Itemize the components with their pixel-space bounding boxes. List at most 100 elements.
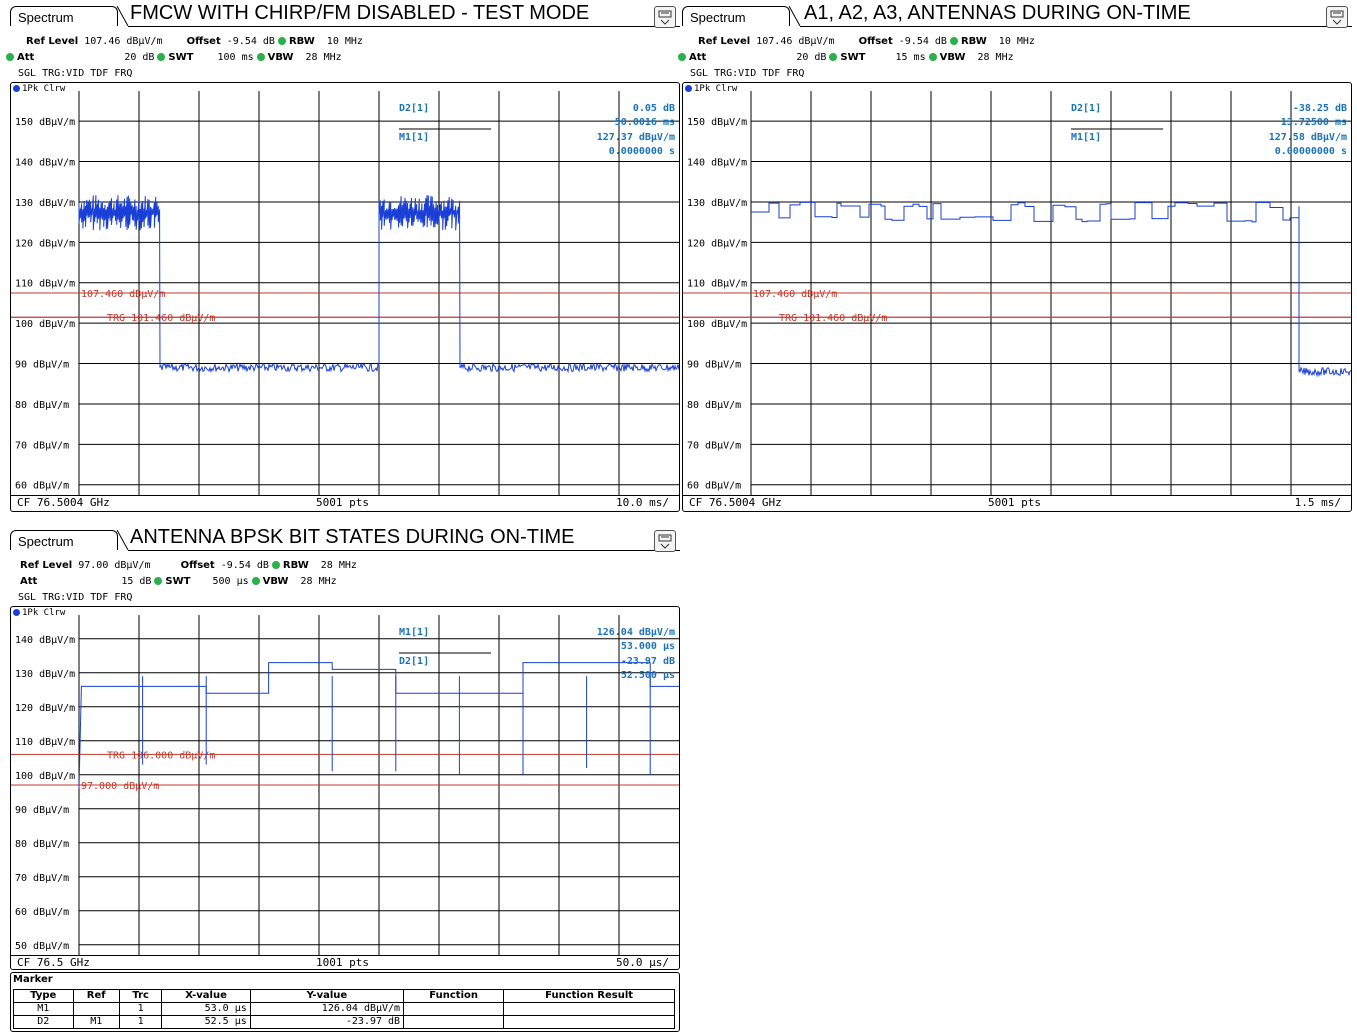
- plot-footer: CF 76.5004 GHz 5001 pts 10.0 ms/: [11, 495, 679, 510]
- table-row: M1 1 53.0 µs 126.04 dBµV/m: [13, 1002, 675, 1016]
- y-tick-label: 100 dBµV/m: [687, 319, 747, 330]
- marker-value: 0.00000000 s: [1275, 146, 1347, 157]
- y-tick-label: 80 dBµV/m: [687, 400, 741, 411]
- ref-line-label: 107.460 dBµV/m: [81, 289, 165, 300]
- panel-title: ANTENNA BPSK BIT STATES DURING ON-TIME: [130, 526, 575, 548]
- marker-table-header: Y-value: [249, 989, 405, 1003]
- y-tick-label: 60 dBµV/m: [15, 481, 69, 492]
- marker-table-cell: 1: [118, 1002, 163, 1016]
- y-tick-label: 130 dBµV/m: [687, 198, 747, 209]
- y-tick-label: 140 dBµV/m: [687, 158, 747, 169]
- ref-line-label: 107.460 dBµV/m: [753, 289, 837, 300]
- y-tick-label: 130 dBµV/m: [15, 198, 75, 209]
- marker-table-cell: 52.5 µs: [161, 1015, 251, 1029]
- y-tick-label: 110 dBµV/m: [15, 737, 75, 748]
- marker-table: Marker Type Ref Trc X-value Y-value Function F…: [10, 972, 680, 1032]
- settings-info: Ref Level 107.46 dBµV/m Offset -9.54 dB R…: [6, 34, 363, 82]
- y-tick-label: 140 dBµV/m: [15, 635, 75, 646]
- spectrum-tab[interactable]: Spectrum: [10, 530, 118, 550]
- trace-line: [78, 662, 679, 789]
- trigger-line-label: TRG 106.000 dBµV/m: [107, 750, 215, 761]
- marker-table-cell: [503, 1002, 675, 1016]
- marker-name: M1[1]: [1071, 132, 1101, 143]
- spectrum-tab[interactable]: Spectrum: [10, 6, 118, 26]
- marker-value: 0.0000000 s: [609, 146, 675, 157]
- trace-label: 1Pk Clrw: [685, 84, 737, 95]
- marker-table-cell: 1: [118, 1015, 163, 1029]
- panel-title: FMCW WITH CHIRP/FM DISABLED - TEST MODE: [130, 2, 590, 24]
- center-frequency: CF 76.5004 GHz: [17, 496, 110, 509]
- marker-table-cell: D2: [13, 1015, 74, 1029]
- y-tick-label: 120 dBµV/m: [687, 238, 747, 249]
- ref-line-label: 97.000 dBµV/m: [81, 781, 159, 792]
- point-count: 1001 pts: [316, 956, 369, 969]
- time-per-division: 10.0 ms/: [616, 496, 669, 509]
- marker-table-header: X-value: [161, 989, 251, 1003]
- y-tick-label: 70 dBµV/m: [687, 440, 741, 451]
- marker-table-header: Ref: [72, 989, 120, 1003]
- spectrum-panel-2: Spectrum A1, A2, A3, ANTENNAS DURING ON-…: [678, 0, 1352, 512]
- marker-name: D2[1]: [399, 103, 429, 114]
- y-tick-label: 90 dBµV/m: [15, 805, 69, 816]
- point-count: 5001 pts: [316, 496, 369, 509]
- plot-area[interactable]: 1Pk Clrw 150 dBµV/m 140 dBµV/m 130 dBµV/m 1…: [682, 82, 1352, 512]
- trace-line: [78, 194, 679, 374]
- keyboard-icon[interactable]: [654, 6, 676, 28]
- spectrum-panel-1: Spectrum FMCW WITH CHIRP/FM DISABLED - T…: [6, 0, 680, 512]
- marker-table-cell: 53.0 µs: [161, 1002, 251, 1016]
- trigger-line-label: TRG 101.460 dBµV/m: [779, 313, 887, 324]
- point-count: 5001 pts: [988, 496, 1041, 509]
- marker-value: -23.97 dB: [621, 656, 675, 667]
- plot-area[interactable]: 1Pk Clrw 150 dBµV/m 140 dBµV/m 130 dBµV/m 1…: [10, 82, 680, 512]
- marker-table-cell: -23.97 dB: [249, 1015, 405, 1029]
- keyboard-icon[interactable]: [654, 530, 676, 552]
- y-tick-label: 100 dBµV/m: [15, 319, 75, 330]
- marker-value: 52.500 µs: [621, 670, 675, 681]
- marker-table-header: Type: [13, 989, 74, 1003]
- trigger-line-label: TRG 101.460 dBµV/m: [107, 313, 215, 324]
- plot-footer: CF 76.5004 GHz 5001 pts 1.5 ms/: [683, 495, 1351, 510]
- y-tick-label: 110 dBµV/m: [15, 279, 75, 290]
- marker-value: 53.000 µs: [621, 641, 675, 652]
- marker-value: 127.37 dBµV/m: [597, 132, 675, 143]
- marker-table-header: Function Result: [503, 989, 675, 1003]
- marker-table-header: Function: [403, 989, 505, 1003]
- center-frequency: CF 76.5004 GHz: [689, 496, 782, 509]
- trace-dot-icon: [13, 85, 20, 92]
- settings-info: Ref Level 97.00 dBµV/m Offset -9.54 dB RB…: [16, 558, 357, 606]
- trigger-info: SGL TRG:VID TDF FRQ: [18, 592, 133, 603]
- time-per-division: 1.5 ms/: [1294, 496, 1341, 509]
- marker-value: 13.72500 ms: [1281, 117, 1347, 128]
- marker-value: 126.04 dBµV/m: [597, 627, 675, 638]
- marker-table-cell: M1: [13, 1002, 74, 1016]
- y-tick-label: 70 dBµV/m: [15, 440, 69, 451]
- marker-table-cell: [403, 1002, 505, 1016]
- y-tick-label: 150 dBµV/m: [15, 117, 75, 128]
- trace-line: [750, 201, 1351, 378]
- plot-area[interactable]: 1Pk Clrw 140 dBµV/m 130 dBµV/m 120 dBµV/m 1…: [10, 606, 680, 970]
- y-tick-label: 90 dBµV/m: [15, 360, 69, 371]
- marker-name: D2[1]: [1071, 103, 1101, 114]
- panel-title: A1, A2, A3, ANTENNAS DURING ON-TIME: [804, 2, 1191, 24]
- marker-value: -38.25 dB: [1293, 103, 1347, 114]
- marker-table-header: Trc: [118, 989, 163, 1003]
- trigger-info: SGL TRG:VID TDF FRQ: [18, 68, 133, 79]
- spectrum-tab[interactable]: Spectrum: [682, 6, 790, 26]
- marker-value: 50.0016 ms: [615, 117, 675, 128]
- y-tick-label: 110 dBµV/m: [687, 279, 747, 290]
- marker-value: 127.58 dBµV/m: [1269, 132, 1347, 143]
- marker-table-cell: M1: [72, 1015, 120, 1029]
- spectrum-panel-3: Spectrum ANTENNA BPSK BIT STATES DURING …: [10, 524, 680, 1032]
- marker-table-cell: [403, 1015, 505, 1029]
- keyboard-icon[interactable]: [1326, 6, 1348, 28]
- trigger-info: SGL TRG:VID TDF FRQ: [690, 68, 805, 79]
- trace-dot-icon: [685, 85, 692, 92]
- time-per-division: 50.0 µs/: [616, 956, 669, 969]
- y-tick-label: 80 dBµV/m: [15, 400, 69, 411]
- center-frequency: CF 76.5 GHz: [17, 956, 90, 969]
- y-tick-label: 140 dBµV/m: [15, 158, 75, 169]
- marker-table-title: Marker: [13, 974, 53, 985]
- y-tick-label: 50 dBµV/m: [15, 941, 69, 952]
- y-tick-label: 120 dBµV/m: [15, 238, 75, 249]
- settings-info: Ref Level 107.46 dBµV/m Offset -9.54 dB R…: [678, 34, 1035, 82]
